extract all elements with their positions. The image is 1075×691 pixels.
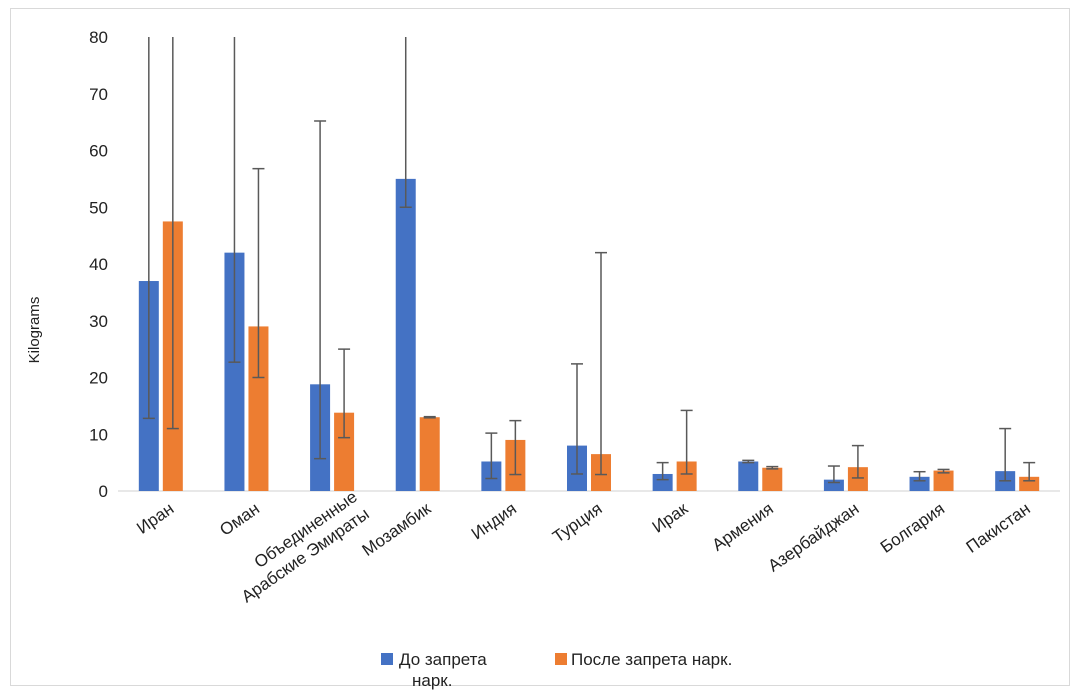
error-bar bbox=[252, 167, 265, 379]
bar-before bbox=[224, 252, 245, 491]
error-bar bbox=[314, 120, 327, 460]
category-label: Болгария bbox=[877, 499, 948, 557]
bar-before bbox=[395, 178, 416, 491]
error-bars bbox=[142, 37, 1036, 484]
error-bar bbox=[766, 465, 779, 470]
y-tick-label: 30 bbox=[89, 312, 108, 331]
bar-after bbox=[676, 461, 697, 491]
category-label: Армения bbox=[709, 499, 777, 555]
category-label: Пакистан bbox=[963, 499, 1034, 557]
y-tick-label: 50 bbox=[89, 198, 108, 217]
category-label-line: Болгария bbox=[877, 499, 948, 557]
chart-frame bbox=[10, 8, 1070, 686]
bar-after bbox=[847, 467, 868, 491]
bar-before bbox=[652, 473, 673, 491]
bar-after bbox=[248, 326, 269, 491]
category-label: Оман bbox=[216, 499, 263, 540]
y-tick-label: 60 bbox=[89, 142, 108, 161]
y-tick-label: 40 bbox=[89, 255, 108, 274]
legend-label-after: После запрета нарк. bbox=[571, 650, 732, 669]
error-bar bbox=[571, 363, 583, 475]
category-label-line: Оман bbox=[216, 499, 263, 540]
bar-after bbox=[419, 417, 440, 491]
bar-before bbox=[738, 461, 759, 491]
bars bbox=[138, 178, 1040, 491]
bar-after bbox=[334, 412, 355, 491]
error-bar bbox=[399, 37, 412, 208]
y-tick-label: 70 bbox=[89, 85, 108, 104]
y-tick-label: 20 bbox=[89, 369, 108, 388]
error-bar bbox=[913, 470, 926, 482]
error-bar bbox=[423, 415, 436, 419]
error-bar bbox=[656, 461, 669, 481]
error-bar bbox=[680, 409, 693, 475]
category-label-line: Армения bbox=[709, 499, 777, 555]
error-bar bbox=[509, 419, 522, 476]
category-label: Ирак bbox=[649, 499, 692, 537]
error-bar bbox=[1023, 461, 1036, 482]
bar-after bbox=[762, 467, 783, 491]
category-label: Турция bbox=[549, 499, 605, 546]
error-bar bbox=[166, 37, 179, 430]
category-label-line: Индия bbox=[468, 499, 520, 543]
error-bar bbox=[742, 459, 755, 464]
error-bar bbox=[827, 465, 840, 484]
category-label-line: Иран bbox=[133, 499, 177, 538]
y-tick-label: 0 bbox=[99, 482, 108, 501]
legend-label-before-line1: До запрета bbox=[399, 650, 487, 669]
error-bar bbox=[142, 37, 155, 420]
legend: До запрета нарк. После запрета нарк. bbox=[381, 650, 732, 690]
category-label-line: Ирак bbox=[649, 499, 692, 537]
category-label: Индия bbox=[468, 499, 520, 543]
error-bar bbox=[937, 468, 950, 474]
category-label: Иран bbox=[133, 499, 177, 538]
y-axis-ticks: 0 10 20 30 40 50 60 70 80 bbox=[89, 28, 108, 501]
legend-label-before-line2: нарк. bbox=[412, 671, 452, 690]
category-label-line: Азербайджан bbox=[765, 499, 863, 576]
error-bar bbox=[485, 432, 498, 480]
legend-swatch-after bbox=[555, 653, 567, 665]
category-label: Мозамбик bbox=[359, 499, 435, 560]
bar-before bbox=[823, 479, 844, 491]
error-bar bbox=[228, 37, 241, 363]
y-tick-label: 10 bbox=[89, 425, 108, 444]
category-label-line: Турция bbox=[549, 499, 605, 546]
category-label-line: Мозамбик bbox=[359, 499, 435, 560]
y-axis-title: Kilograms bbox=[26, 297, 43, 364]
bar-after bbox=[933, 470, 954, 491]
category-label: Азербайджан bbox=[765, 499, 863, 576]
error-bar bbox=[595, 251, 607, 476]
y-tick-label: 80 bbox=[89, 28, 108, 47]
legend-swatch-before bbox=[381, 653, 393, 665]
error-bar bbox=[999, 427, 1012, 482]
category-label-line: Пакистан bbox=[963, 499, 1034, 557]
error-bar bbox=[338, 348, 351, 439]
error-bar bbox=[851, 444, 864, 479]
